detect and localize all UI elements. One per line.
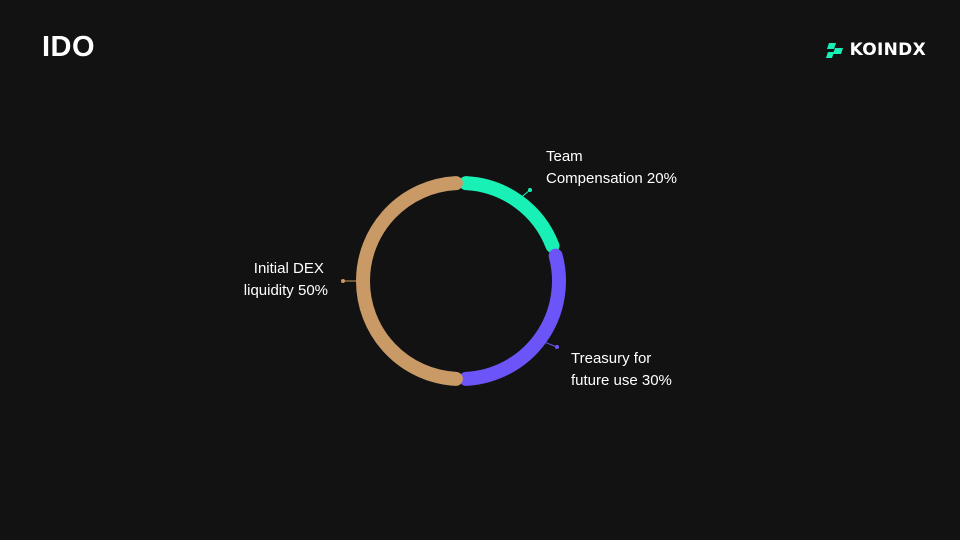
donut-slice-initial-dex-liquidity	[356, 176, 463, 386]
leader-dot-team-compensation	[528, 188, 532, 192]
donut-slice-treasury	[459, 248, 566, 386]
page-title: IDO	[42, 31, 96, 63]
donut-slices	[356, 176, 566, 386]
leader-dot-initial-dex-liquidity	[341, 279, 345, 283]
leader-dot-treasury	[555, 345, 559, 349]
slice-label-team-compensation: Team Compensation 20%	[546, 148, 677, 187]
slice-leader-lines	[341, 188, 559, 349]
koindx-logo-icon	[825, 43, 843, 58]
brand-logo: KOINDX	[825, 39, 926, 60]
brand-name: KOINDX	[849, 39, 926, 60]
donut-slice-team-compensation	[459, 176, 560, 253]
slice-label-treasury: Treasury for future use 30%	[571, 350, 672, 389]
slice-label-initial-dex-liquidity: Initial DEX liquidity 50%	[244, 260, 328, 299]
